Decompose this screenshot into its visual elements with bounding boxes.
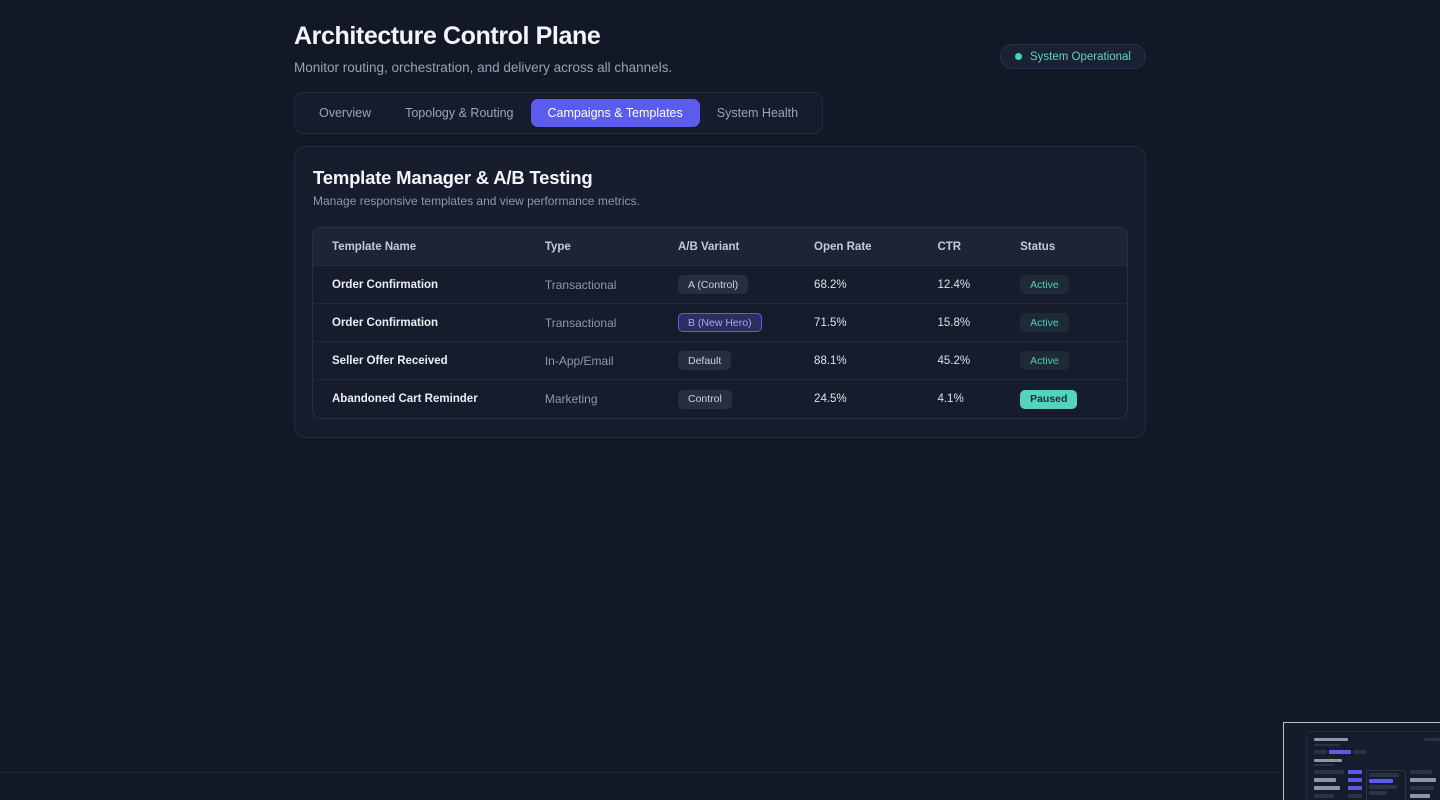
cell-status: Active [1020, 275, 1127, 294]
column-header-ab-variant: A/B Variant [677, 240, 740, 253]
thumbnail-cell [1348, 770, 1362, 774]
thumbnail-subtitle-line [1314, 744, 1340, 746]
status-badge: Active [1020, 275, 1069, 294]
templates-table: Template Name Type A/B Variant Open Rate… [312, 227, 1128, 419]
thumbnail-cell [1314, 770, 1344, 774]
page-preview-thumbnail[interactable] [1283, 722, 1440, 800]
cell-open-rate: 71.5% [814, 316, 847, 329]
status-badge: Active [1020, 313, 1069, 332]
column-header-ctr: CTR [937, 240, 962, 253]
thumbnail-cell [1410, 794, 1430, 798]
cell-ab-variant: A (Control) [677, 275, 814, 294]
thumbnail-cell [1410, 770, 1432, 774]
cell-ab-variant: Control [677, 389, 814, 409]
cell-status: Active [1020, 313, 1127, 332]
thumbnail-cell [1410, 786, 1434, 790]
cell-ab-variant: Default [677, 351, 814, 370]
cell-ctr: 45.2% [937, 354, 971, 367]
variant-badge: A (Control) [677, 275, 749, 294]
table-row[interactable]: Abandoned Cart Reminder Marketing Control 2… [313, 380, 1127, 418]
column-header-template-name: Template Name [332, 240, 417, 253]
cell-type: In-App/Email [544, 353, 614, 368]
cell-type: Transactional [544, 277, 617, 292]
page-title: Architecture Control Plane [294, 22, 601, 50]
thumbnail-card-title-line [1314, 759, 1342, 762]
thumbnail-cell [1369, 779, 1393, 783]
page-bottom-divider [0, 772, 1440, 773]
tab-bar: Overview Topology & Routing Campaigns & … [294, 92, 824, 134]
cell-template-name: Abandoned Cart Reminder [332, 393, 478, 405]
thumbnail-cell [1369, 785, 1397, 789]
status-badge: Active [1020, 351, 1069, 370]
page-subtitle: Monitor routing, orchestration, and deli… [294, 60, 673, 75]
thumbnail-column [1314, 770, 1344, 800]
thumbnail-cell [1314, 778, 1336, 782]
cell-type: Transactional [544, 315, 617, 330]
variant-badge: Control [677, 389, 732, 409]
thumbnail-cell [1348, 786, 1362, 790]
thumbnail-detail-panel [1366, 770, 1406, 800]
card-title: Template Manager & A/B Testing [313, 167, 593, 188]
cell-open-rate: 68.2% [814, 278, 847, 291]
cell-status: Active [1020, 351, 1127, 370]
status-badge: System Operational [1000, 44, 1146, 69]
cell-open-rate: 88.1% [814, 354, 847, 367]
card-subtitle: Manage responsive templates and view per… [313, 194, 640, 208]
cell-ctr: 4.1% [937, 393, 964, 405]
cell-ctr: 12.4% [937, 278, 971, 291]
column-header-status: Status [1020, 240, 1056, 253]
column-header-open-rate: Open Rate [814, 240, 872, 253]
thumbnail-tab [1353, 750, 1366, 754]
tab-campaigns-templates[interactable]: Campaigns & Templates [530, 99, 700, 127]
page-header: Architecture Control Plane Monitor routi… [294, 20, 1146, 77]
thumbnail-cell [1369, 791, 1387, 795]
tab-overview[interactable]: Overview [302, 99, 388, 127]
column-header-type: Type [544, 240, 571, 253]
thumbnail-badge-line [1424, 738, 1440, 741]
cell-type: Marketing [544, 392, 598, 406]
thumbnail-column [1410, 770, 1436, 800]
thumbnail-column [1348, 770, 1362, 800]
cell-ab-variant: B (New Hero) [677, 313, 814, 332]
variant-badge: Default [677, 351, 732, 370]
tab-topology-routing[interactable]: Topology & Routing [388, 99, 530, 127]
table-row[interactable]: Order Confirmation Transactional B (New He… [313, 304, 1127, 342]
variant-badge: B (New Hero) [677, 313, 762, 332]
cell-ctr: 15.8% [937, 316, 971, 329]
cell-template-name: Order Confirmation [332, 316, 439, 329]
thumbnail-content [1306, 731, 1440, 800]
table-header-row: Template Name Type A/B Variant Open Rate… [313, 228, 1127, 266]
thumbnail-tab-active [1329, 750, 1351, 754]
thumbnail-title-line [1314, 738, 1348, 741]
thumbnail-card-sub-line [1314, 764, 1334, 766]
thumbnail-grid [1314, 770, 1440, 800]
thumbnail-cell [1348, 794, 1362, 798]
thumbnail-cell [1348, 778, 1362, 782]
thumbnail-tab [1314, 750, 1327, 754]
thumbnail-cell [1369, 773, 1399, 777]
cell-open-rate: 24.5% [814, 393, 847, 405]
thumbnail-cell [1410, 778, 1436, 782]
status-dot-icon [1015, 53, 1022, 60]
table-row[interactable]: Seller Offer Received In-App/Email Default… [313, 342, 1127, 380]
cell-template-name: Order Confirmation [332, 278, 439, 291]
table-row[interactable]: Order Confirmation Transactional A (Contro… [313, 266, 1127, 304]
template-manager-card: Template Manager & A/B Testing Manage re… [294, 146, 1146, 438]
status-badge: Paused [1020, 389, 1078, 409]
table-body: Order Confirmation Transactional A (Contro… [313, 266, 1127, 418]
cell-template-name: Seller Offer Received [332, 354, 448, 367]
thumbnail-cell [1314, 794, 1334, 798]
thumbnail-cell [1314, 786, 1340, 790]
status-badge-label: System Operational [1030, 50, 1131, 63]
cell-status: Paused [1020, 389, 1127, 409]
thumbnail-tab-row [1314, 750, 1440, 754]
tab-system-health[interactable]: System Health [700, 99, 815, 127]
